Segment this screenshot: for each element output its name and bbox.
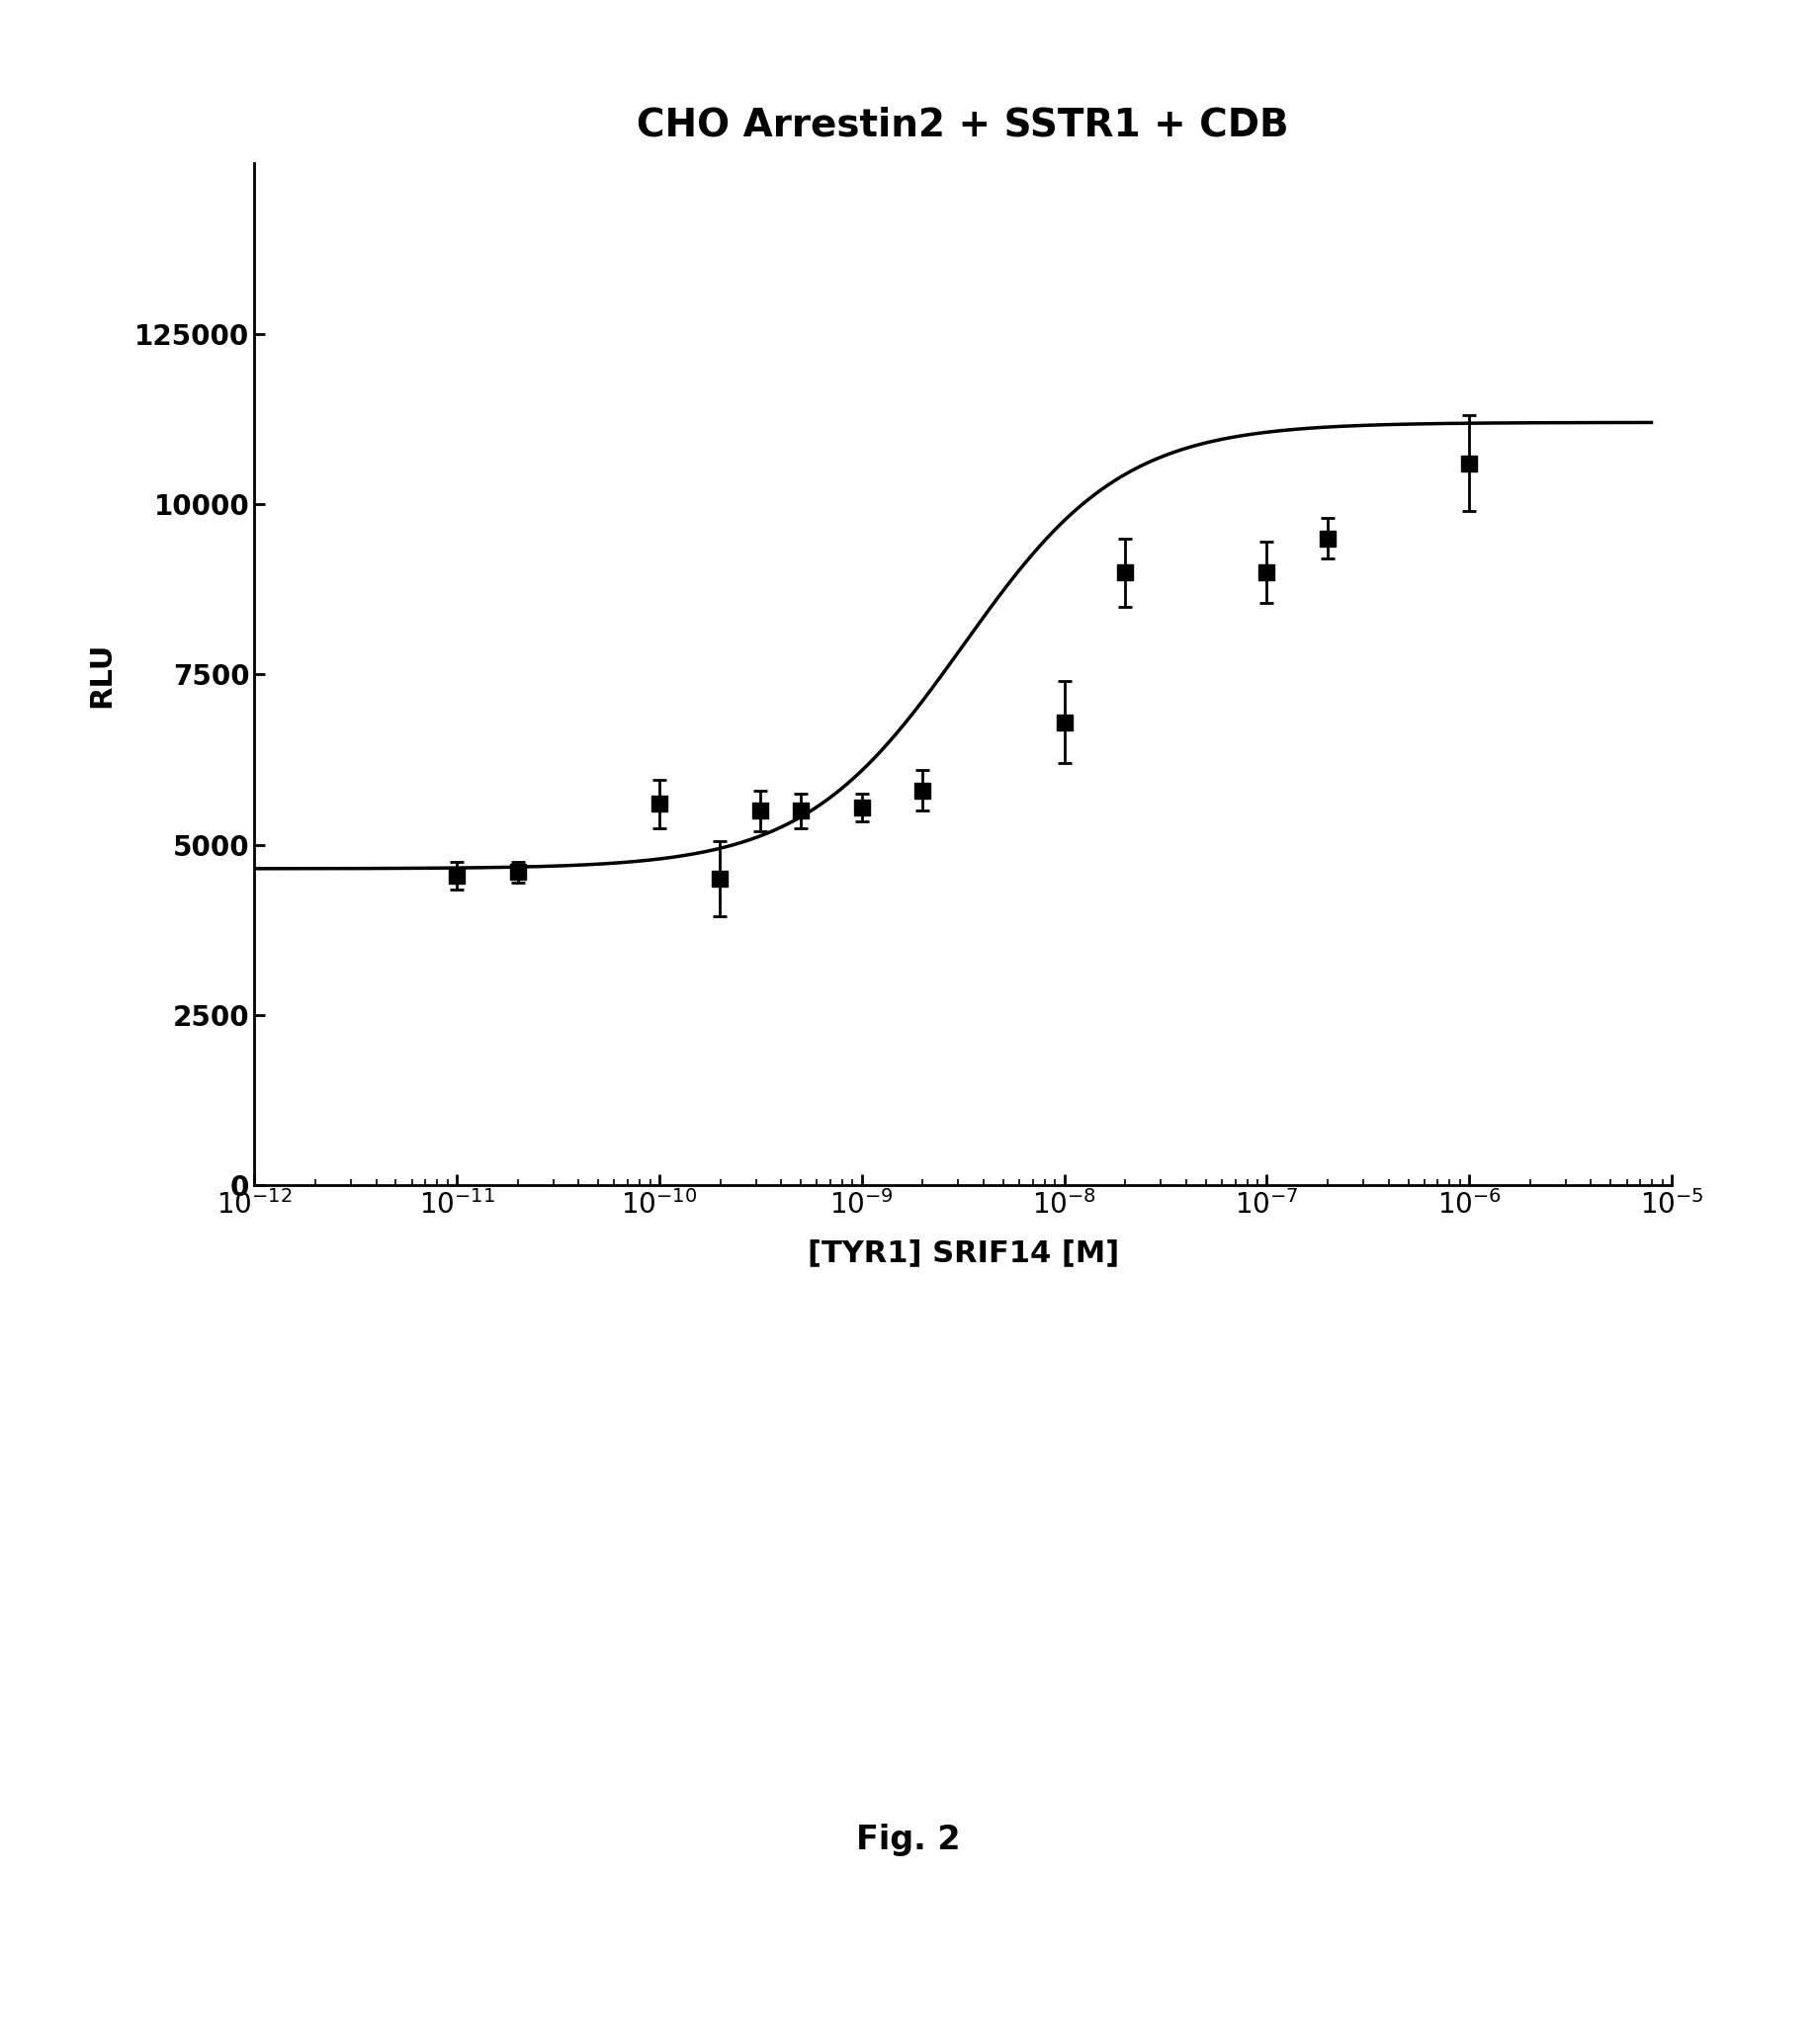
Text: Fig. 2: Fig. 2 xyxy=(856,1823,961,1856)
X-axis label: [TYR1] SRIF14 [M]: [TYR1] SRIF14 [M] xyxy=(807,1239,1119,1267)
Title: CHO Arrestin2 + SSTR1 + CDB: CHO Arrestin2 + SSTR1 + CDB xyxy=(638,106,1288,143)
Y-axis label: RLU: RLU xyxy=(87,642,116,707)
